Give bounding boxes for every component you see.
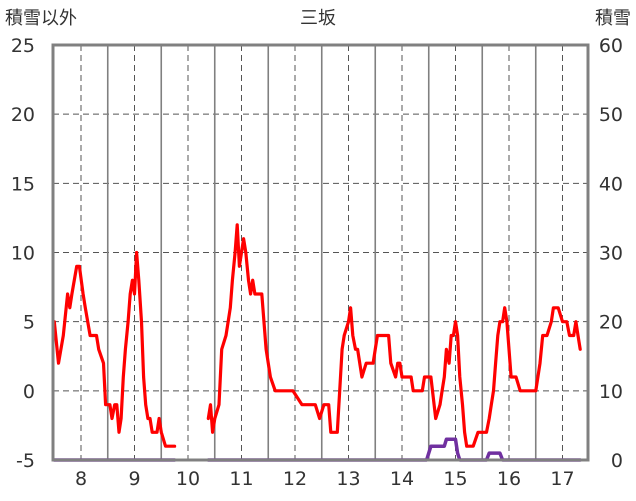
x-tick-label: 11 <box>229 468 253 490</box>
right-tick-label: 0 <box>611 450 623 472</box>
right-axis-title: 積雪 <box>595 8 631 29</box>
x-tick-label: 13 <box>336 468 360 490</box>
right-tick-label: 30 <box>599 243 623 265</box>
right-tick-label: 40 <box>599 173 623 195</box>
x-tick-label: 12 <box>283 468 307 490</box>
left-tick-label: 25 <box>11 35 35 57</box>
left-tick-label: 0 <box>23 381 35 403</box>
x-tick-label: 14 <box>390 468 414 490</box>
temperature-series-line <box>206 223 582 448</box>
x-tick-label: 15 <box>443 468 467 490</box>
right-tick-label: 50 <box>599 104 623 126</box>
left-axis-title: 積雪以外 <box>5 8 77 29</box>
tick-labels: -5 0 5 10 15 20 25 0 10 20 30 40 50 60 8 9 10 11 12 13 14 15 1… <box>11 35 623 490</box>
snow-series-line <box>206 437 582 462</box>
temperature-series-line <box>52 250 177 448</box>
x-tick-label: 8 <box>75 468 87 490</box>
left-tick-label: 20 <box>11 104 35 126</box>
chart-title: 三坂 <box>300 8 336 29</box>
plot-frame <box>51 43 590 462</box>
right-tick-label: 60 <box>599 35 623 57</box>
right-tick-label: 20 <box>599 312 623 334</box>
x-tick-label: 16 <box>497 468 521 490</box>
left-tick-label: 15 <box>11 173 35 195</box>
left-tick-label: 10 <box>11 243 35 265</box>
right-tick-label: 10 <box>599 381 623 403</box>
x-tick-label: 17 <box>550 468 574 490</box>
left-tick-label: 5 <box>23 312 35 334</box>
x-tick-label: 9 <box>128 468 140 490</box>
left-tick-label: -5 <box>16 450 35 472</box>
x-tick-label: 10 <box>176 468 200 490</box>
